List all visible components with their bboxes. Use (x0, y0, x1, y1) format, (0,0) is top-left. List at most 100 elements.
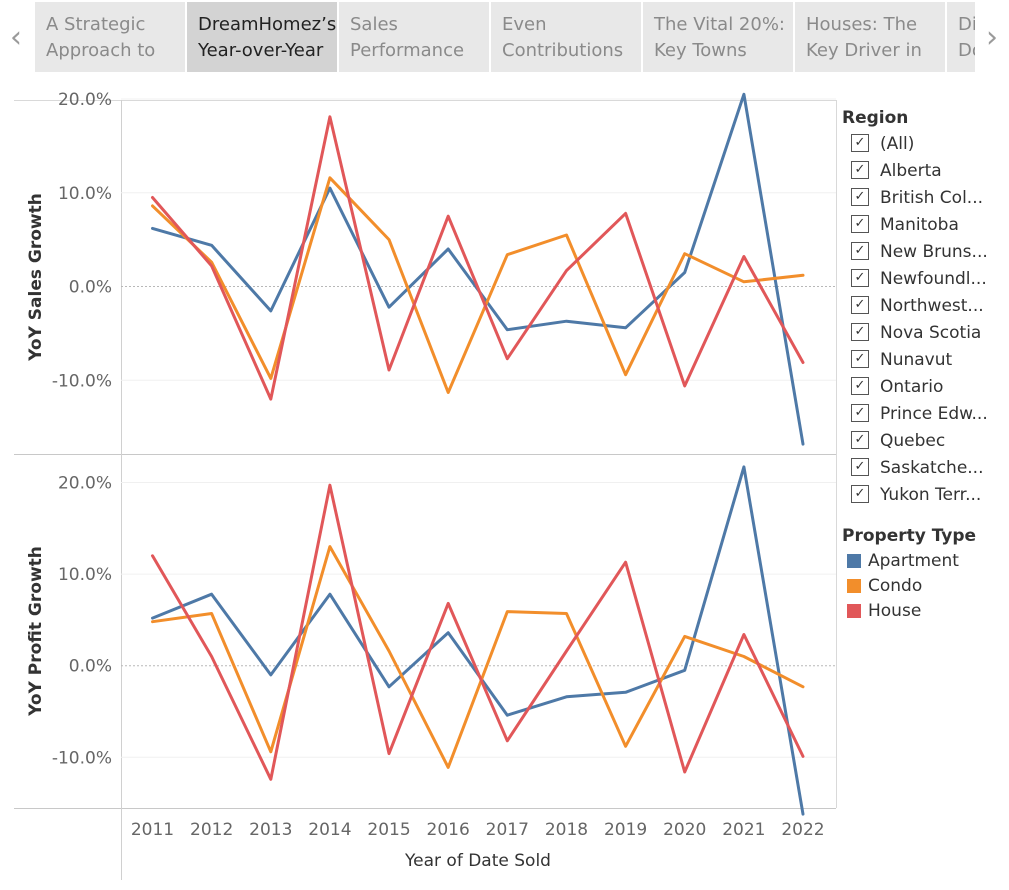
x-tick-label: 2021 (722, 820, 765, 840)
y-tick-label: 10.0% (58, 565, 112, 585)
region-filter-label: Ontario (880, 377, 944, 397)
y-tick-label: -10.0% (52, 748, 112, 768)
chevron-right-icon[interactable]: › (986, 20, 998, 55)
checkmark-icon[interactable]: ✓ (851, 188, 869, 206)
story-tab-3[interactable]: Sales Performance (339, 2, 489, 72)
story-tab-4[interactable]: Even Contributions (491, 2, 641, 72)
x-tick-label: 2017 (486, 820, 529, 840)
tab-line-1: The Vital 20%: (654, 14, 786, 35)
legend-swatch (847, 579, 861, 593)
region-filter-item[interactable]: ✓ Saskatche... (842, 456, 1007, 483)
story-tab-5[interactable]: The Vital 20%: Key Towns (643, 2, 793, 72)
region-filter-item[interactable]: ✓ Quebec (842, 429, 1007, 456)
region-filter-title: Region (842, 108, 909, 128)
checkmark-icon[interactable]: ✓ (851, 242, 869, 260)
checkmark-icon[interactable]: ✓ (851, 350, 869, 368)
x-tick-label: 2011 (131, 820, 174, 840)
region-filter-label: Prince Edw... (880, 404, 988, 424)
property-type-legend: Apartment Condo House (842, 550, 1007, 625)
x-tick-label: 2012 (190, 820, 233, 840)
region-filter-label: Nunavut (880, 350, 953, 370)
tab-line-2: Key Driver in (806, 40, 922, 61)
checkmark-icon[interactable]: ✓ (851, 377, 869, 395)
region-filter-item[interactable]: ✓ British Col... (842, 186, 1007, 213)
tab-line-1: Sales (350, 14, 398, 35)
tab-line-2: Performance (350, 40, 465, 61)
story-tab-7[interactable]: Di Do (947, 2, 975, 72)
series-line-apartment (151, 92, 805, 446)
y-tick-label: 0.0% (69, 657, 112, 677)
x-axis: 2011 2012 2013 2014 2015 2016 2017 2018 2019 2020… (131, 820, 825, 840)
chart-frame (14, 100, 837, 880)
region-filter-item[interactable]: ✓ (All) (842, 132, 1007, 159)
chevron-left-icon[interactable]: ‹ (10, 20, 22, 55)
region-filter-label: (All) (880, 134, 915, 154)
tab-line-1: A Strategic (46, 14, 146, 35)
checkmark-icon[interactable]: ✓ (851, 215, 869, 233)
property-type-legend-item[interactable]: Apartment (842, 550, 1007, 575)
profit-growth-panel: 20.0% 10.0% 0.0% -10.0% YoY Profit Growth (26, 465, 836, 816)
tab-line-2: Contributions (502, 40, 624, 61)
checkmark-icon[interactable]: ✓ (851, 269, 869, 287)
region-filter-label: Yukon Terr... (880, 485, 982, 505)
tab-line-2: Key Towns (654, 40, 747, 61)
region-filter-item[interactable]: ✓ Nova Scotia (842, 321, 1007, 348)
legend-panel: Region ✓ (All) ✓ Alberta ✓ British Col... ✓ Man… (842, 104, 1007, 625)
story-tab-1[interactable]: A Strategic Approach to (35, 2, 185, 72)
tab-line-1: Houses: The (806, 14, 918, 35)
tab-line-2: Approach to (46, 40, 156, 61)
x-tick-label: 2018 (545, 820, 588, 840)
checkmark-icon[interactable]: ✓ (851, 296, 869, 314)
x-tick-label: 2015 (367, 820, 410, 840)
series-line-house (151, 115, 805, 401)
story-tab-2[interactable]: DreamHomez’s Year-over-Year (187, 2, 337, 72)
legend-swatch (847, 554, 861, 568)
y-tick-label: 0.0% (69, 278, 112, 298)
checkmark-icon[interactable]: ✓ (851, 323, 869, 341)
checkmark-icon[interactable]: ✓ (851, 161, 869, 179)
region-filter-label: Newfoundl... (880, 269, 987, 289)
y-tick-label: -10.0% (52, 371, 112, 391)
region-filter-item[interactable]: ✓ Newfoundl... (842, 267, 1007, 294)
region-filter-item[interactable]: ✓ New Bruns... (842, 240, 1007, 267)
story-tabs: A Strategic Approach to DreamHomez’s Yea… (35, 2, 975, 72)
checkmark-icon[interactable]: ✓ (851, 134, 869, 152)
y-tick-label: 20.0% (58, 90, 112, 110)
x-tick-label: 2019 (604, 820, 647, 840)
region-filter-label: Saskatche... (880, 458, 984, 478)
checkmark-icon[interactable]: ✓ (851, 485, 869, 503)
property-type-label: Apartment (868, 551, 959, 571)
region-filter-item[interactable]: ✓ Alberta (842, 159, 1007, 186)
series-line-apartment (151, 465, 805, 816)
checkmark-icon[interactable]: ✓ (851, 458, 869, 476)
checkmark-icon[interactable]: ✓ (851, 404, 869, 422)
region-filter-item[interactable]: ✓ Yukon Terr... (842, 483, 1007, 510)
x-tick-label: 2022 (781, 820, 824, 840)
x-tick-label: 2014 (308, 820, 351, 840)
region-filter-item[interactable]: ✓ Manitoba (842, 213, 1007, 240)
region-filter-label: Manitoba (880, 215, 959, 235)
region-filter-label: New Bruns... (880, 242, 988, 262)
property-type-legend-item[interactable]: Condo (842, 575, 1007, 600)
region-filter-item[interactable]: ✓ Prince Edw... (842, 402, 1007, 429)
property-type-legend-item[interactable]: House (842, 600, 1007, 625)
yoy-growth-chart: 20.0% 10.0% 0.0% -10.0% YoY Sales Growth 20.… (14, 90, 837, 880)
region-filter-item[interactable]: ✓ Northwest... (842, 294, 1007, 321)
series-line-condo (151, 176, 805, 394)
story-tab-6[interactable]: Houses: The Key Driver in (795, 2, 945, 72)
tab-line-1: DreamHomez’s (198, 14, 337, 35)
region-filter-label: Northwest... (880, 296, 984, 316)
region-filter-label: Quebec (880, 431, 946, 451)
property-type-legend-title: Property Type (842, 526, 977, 546)
region-filter-label: Nova Scotia (880, 323, 982, 343)
region-filter-item[interactable]: ✓ Nunavut (842, 348, 1007, 375)
region-filter-item[interactable]: ✓ Ontario (842, 375, 1007, 402)
checkmark-icon[interactable]: ✓ (851, 431, 869, 449)
tab-line-2: Year-over-Year (198, 40, 324, 61)
region-filter-label: British Col... (880, 188, 984, 208)
tab-line-2: Do (958, 40, 975, 61)
region-filter-list: ✓ (All) ✓ Alberta ✓ British Col... ✓ Manitoba ✓ N… (842, 132, 1007, 510)
y-tick-label: 10.0% (58, 184, 112, 204)
tab-line-1: Di (958, 14, 975, 35)
legend-swatch (847, 604, 861, 618)
